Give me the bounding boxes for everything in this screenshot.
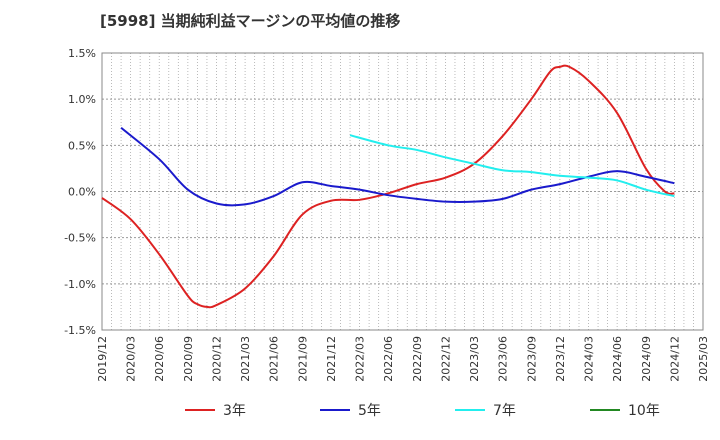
x-tick-label: 2022/09: [411, 336, 424, 382]
y-tick-label: 0.0%: [68, 186, 96, 199]
chart-title: [5998] 当期純利益マージンの平均値の推移: [100, 12, 401, 30]
x-tick-label: 2024/09: [640, 336, 653, 382]
legend-label: 7年: [493, 403, 516, 419]
x-tick-label: 2020/12: [210, 336, 223, 382]
x-tick-label: 2022/12: [439, 336, 452, 382]
legend-label: 3年: [223, 403, 246, 419]
x-tick-label: 2020/03: [125, 336, 138, 382]
x-tick-label: 2021/12: [325, 336, 338, 382]
x-tick-label: 2023/03: [468, 336, 481, 382]
y-tick-label: -0.5%: [64, 232, 96, 245]
x-tick-label: 2021/09: [296, 336, 309, 382]
plot-frame: [101, 52, 704, 331]
x-tick-label: 2020/06: [153, 336, 166, 382]
x-tick-label: 2023/09: [525, 336, 538, 382]
y-tick-label: -1.5%: [64, 324, 96, 337]
series-line-3: [349, 134, 675, 198]
y-tick-label: 1.5%: [68, 47, 96, 60]
y-tick-label: 1.0%: [68, 93, 96, 106]
x-tick-label: 2023/12: [554, 336, 567, 382]
series-line-1: [101, 64, 675, 309]
legend-label: 10年: [628, 403, 660, 419]
x-tick-label: 2024/03: [583, 336, 596, 382]
x-tick-label: 2025/03: [697, 336, 710, 382]
legend-label: 5年: [358, 403, 381, 419]
x-tick-label: 2021/03: [239, 336, 252, 382]
x-tick-label: 2023/06: [497, 336, 510, 382]
y-tick-label: 0.5%: [68, 139, 96, 152]
x-tick-label: 2024/12: [668, 336, 681, 382]
y-tick-label: -1.0%: [64, 278, 96, 291]
x-tick-label: 2020/09: [182, 336, 195, 382]
x-tick-label: 2021/06: [268, 336, 281, 382]
x-tick-label: 2022/06: [382, 336, 395, 382]
x-tick-label: 2022/03: [354, 336, 367, 382]
x-tick-label: 2024/06: [611, 336, 624, 382]
x-tick-label: 2019/12: [96, 336, 109, 382]
